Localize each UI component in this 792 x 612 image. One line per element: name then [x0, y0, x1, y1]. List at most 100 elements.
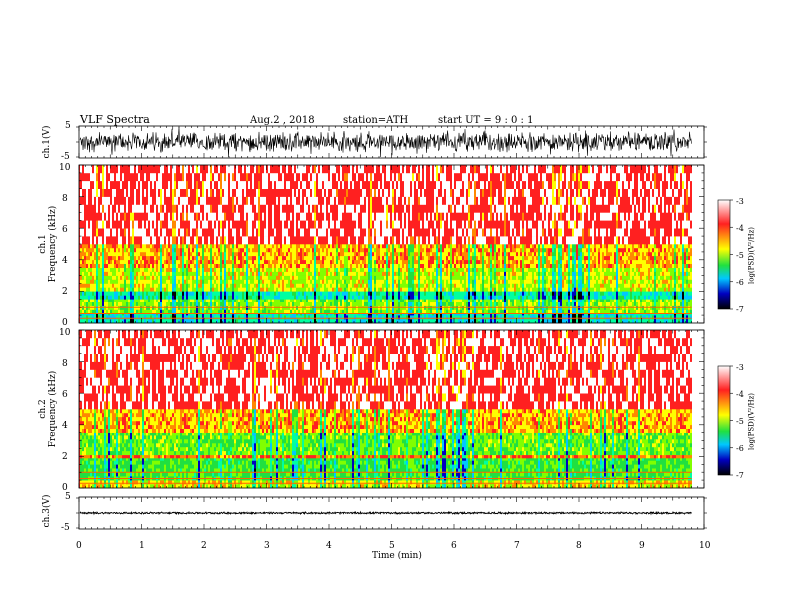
spec-cell [318, 287, 320, 292]
spec-cell [252, 172, 254, 182]
spec-cell [94, 275, 96, 280]
spec-cell [362, 267, 364, 272]
spec-cell [84, 283, 86, 288]
spec-cell [116, 313, 118, 316]
spec-cell [218, 188, 220, 197]
spec-cell [338, 212, 340, 221]
spec-cell [236, 299, 238, 302]
spec-cell [286, 313, 288, 316]
spec-cell [322, 283, 324, 288]
spec-cell [286, 299, 288, 302]
spec-cell [176, 204, 178, 213]
spec-cell [386, 271, 388, 276]
spec-cell [144, 236, 146, 245]
spec-cell [314, 228, 316, 237]
spec-cell [260, 283, 262, 288]
spec-cell [336, 263, 338, 268]
spec-cell [106, 212, 108, 221]
spec-cell [378, 172, 380, 182]
spec-cell [128, 180, 130, 189]
spec-cell [316, 251, 318, 257]
spec-cell [326, 291, 328, 296]
spec-cell [176, 309, 178, 314]
spec-cell [124, 313, 126, 316]
spec-cell [228, 291, 230, 296]
spec-cell [386, 259, 388, 264]
spec-cell [340, 287, 342, 292]
spec-cell [352, 204, 354, 213]
spec-cell [396, 301, 398, 306]
spec-cell [132, 244, 134, 249]
spec-cell [82, 180, 84, 189]
spec-cell [256, 309, 258, 314]
spec-cell [280, 301, 282, 306]
spec-cell [284, 275, 286, 280]
spec-cell [142, 267, 144, 272]
spec-cell [276, 204, 278, 213]
spec-cell [140, 283, 142, 288]
spec-cell [226, 309, 228, 314]
spec-cell [204, 244, 206, 249]
spec-cell [190, 315, 192, 320]
spec-cell [378, 271, 380, 276]
spec-cell [126, 236, 128, 245]
spec-cell [220, 299, 222, 302]
spec-cell [180, 275, 182, 280]
spec-cell [216, 299, 218, 302]
spec-cell [304, 255, 306, 261]
spec-cell [130, 279, 132, 284]
spec-cell [276, 255, 278, 261]
spec-cell [202, 165, 204, 174]
spec-cell [106, 299, 108, 302]
spec-cell [254, 283, 256, 288]
spec-cell [134, 172, 136, 182]
spec-cell [214, 251, 216, 257]
spec-cell [100, 299, 102, 302]
spec-cell [112, 255, 114, 261]
spec-cell [228, 313, 230, 316]
spec-cell [386, 255, 388, 261]
spec-cell [168, 275, 170, 280]
spec-cell [382, 255, 384, 261]
spec-cell [328, 259, 330, 264]
spec-cell [256, 315, 258, 320]
spec-cell [282, 180, 284, 189]
spec-cell [230, 275, 232, 280]
spec-cell [292, 319, 294, 324]
spec-cell [182, 236, 184, 245]
spec-cell [126, 275, 128, 280]
spec-cell [326, 309, 328, 314]
spec-cell [166, 263, 168, 268]
spec-cell [176, 228, 178, 237]
spec-cell [254, 299, 256, 302]
spec-cell [352, 247, 354, 253]
spec-cell [90, 180, 92, 189]
spec-cell [152, 283, 154, 288]
spec-cell [338, 319, 340, 324]
spec-cell [156, 204, 158, 213]
spec-cell [134, 188, 136, 197]
spec-cell [286, 196, 288, 205]
spec-cell [232, 319, 234, 324]
spec-cell [350, 313, 352, 316]
spec-cell [324, 313, 326, 316]
spec-cell [290, 315, 292, 320]
spec-cell [372, 283, 374, 288]
spec-cell [356, 165, 358, 174]
spec-cell [276, 291, 278, 296]
spec-cell [380, 188, 382, 197]
spec-cell [126, 309, 128, 314]
spec-cell [370, 255, 372, 261]
spec-cell [356, 299, 358, 302]
spec-cell [262, 255, 264, 261]
spec-cell [296, 279, 298, 284]
spec-cell [362, 287, 364, 292]
spec-cell [142, 309, 144, 314]
spec-cell [80, 299, 82, 302]
spec-cell [388, 271, 390, 276]
spec-cell [216, 301, 218, 306]
spec-cell [378, 291, 380, 296]
spec-cell [332, 301, 334, 306]
spec-cell [264, 275, 266, 280]
spec-cell [398, 291, 400, 296]
